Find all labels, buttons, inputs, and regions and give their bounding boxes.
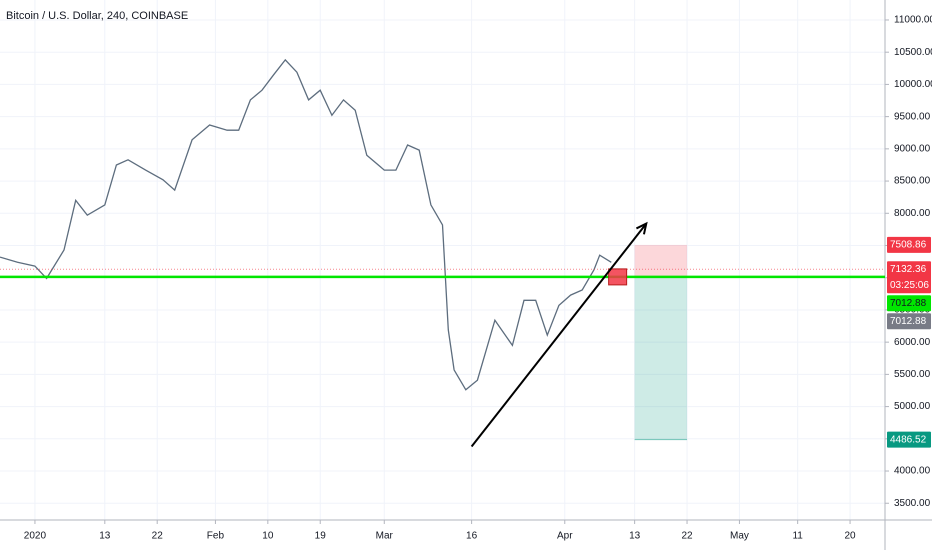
- price-tag: [887, 431, 931, 448]
- countdown-label: 03:25:06: [890, 280, 929, 291]
- y-tick-label: 10000.00: [894, 79, 932, 90]
- x-tick-label: 11: [792, 531, 803, 542]
- x-tick-label: Mar: [376, 531, 394, 542]
- price-tag-label: 7012.88: [890, 298, 927, 309]
- price-tag: [887, 261, 931, 294]
- x-tick-label: 13: [99, 531, 111, 542]
- x-tick-label: 13: [629, 531, 641, 542]
- price-tag-label: 7132.36: [890, 264, 927, 275]
- x-tick-label: 19: [315, 531, 327, 542]
- x-tick-label: Feb: [207, 531, 225, 542]
- y-tick-label: 9500.00: [894, 111, 931, 122]
- x-tick-label: 22: [152, 531, 164, 542]
- x-tick-label: 2020: [24, 531, 47, 542]
- y-tick-label: 9000.00: [894, 143, 931, 154]
- x-tick-label: 16: [466, 531, 478, 542]
- y-tick-label: 11000.00: [894, 15, 932, 26]
- x-tick-label: 22: [681, 531, 693, 542]
- x-tick-label: 10: [262, 531, 274, 542]
- x-tick-label: May: [730, 531, 749, 542]
- entry-handle: [608, 268, 628, 286]
- y-tick-label: 5000.00: [894, 401, 931, 412]
- trend-arrow: [470, 222, 648, 448]
- price-tag: [887, 295, 931, 312]
- y-tick-label: 10500.00: [894, 47, 932, 58]
- arrow-head: [635, 221, 648, 235]
- x-tick-label: Apr: [557, 531, 573, 542]
- stop-zone: [634, 244, 688, 277]
- y-tick-label: 8500.00: [894, 176, 931, 187]
- y-tick-label: 4000.00: [894, 466, 931, 477]
- price-tag: [887, 313, 931, 330]
- grid: [0, 0, 885, 520]
- price-tag-label: 7508.86: [890, 240, 927, 251]
- y-tick-label: 6000.00: [894, 337, 931, 348]
- target-zone: [634, 276, 688, 440]
- price-tag: [887, 236, 931, 253]
- chart-title: Bitcoin / U.S. Dollar, 240, COINBASE: [6, 10, 188, 22]
- price-line: [0, 58, 612, 391]
- y-tick-label: 3500.00: [894, 498, 931, 509]
- y-tick-label: 5500.00: [894, 369, 931, 380]
- x-tick-label: 20: [845, 531, 857, 542]
- y-tick-label: 8000.00: [894, 208, 931, 219]
- price-tag-label: 7012.88: [890, 316, 927, 327]
- price-tag-label: 4486.52: [890, 434, 927, 445]
